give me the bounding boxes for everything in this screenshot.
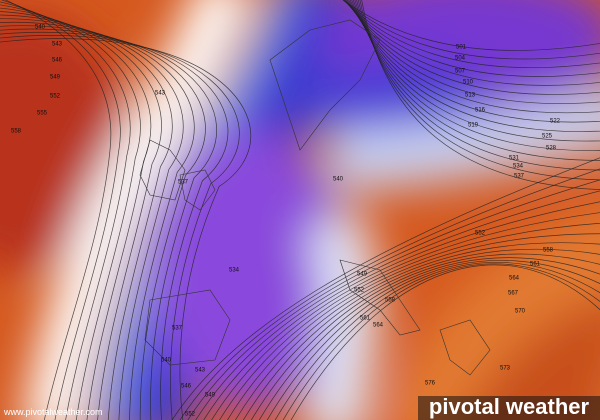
logo: pivotal weather: [429, 394, 590, 419]
contour-line: [359, 0, 600, 181]
contour-label: 567: [508, 291, 519, 297]
contour-line: [0, 35, 240, 420]
contour-label: 504: [455, 56, 466, 62]
contour-label: 501: [456, 45, 467, 51]
contour-line: [235, 242, 600, 420]
coastlines: [139, 19, 491, 376]
contour-label: 558: [385, 298, 396, 304]
contour-label: 537: [172, 326, 183, 332]
contour-line: [211, 212, 600, 420]
contour-label: 540: [35, 25, 46, 31]
contour-label: 540: [333, 177, 344, 183]
contour-label: 516: [475, 108, 486, 114]
contour-label: 558: [543, 248, 554, 254]
contour-line: [0, 38, 252, 420]
contour-label: 543: [195, 368, 206, 374]
logo-backdrop: [418, 396, 600, 420]
contour-label: 531: [509, 156, 520, 162]
contour-line: [179, 168, 600, 420]
contour-line: [258, 257, 600, 420]
contour-line: [290, 264, 600, 420]
contour-label: 546: [52, 58, 63, 64]
contour-label: 564: [509, 276, 520, 282]
contour-label: 552: [185, 412, 196, 418]
contour-label: 507: [455, 69, 466, 75]
contour-label: 525: [542, 134, 553, 140]
contour-label: 576: [425, 381, 436, 387]
contour-label: 543: [52, 42, 63, 48]
contour-label: 561: [530, 262, 541, 268]
contour-label: 528: [546, 146, 557, 152]
contour-label: 534: [229, 268, 240, 274]
contour-label: 558: [11, 129, 22, 135]
contour-label: 552: [50, 94, 61, 100]
contour-line: [242, 248, 600, 420]
contour-label: 549: [50, 75, 61, 81]
contour-label: 510: [463, 80, 474, 86]
contour-label: 540: [161, 358, 172, 364]
contour-line: [187, 179, 600, 420]
contour-line: [274, 262, 600, 420]
contour-line: [357, 0, 600, 171]
contour-label: 519: [468, 123, 479, 129]
contour-label: 564: [373, 323, 384, 329]
contour-label: 561: [360, 316, 371, 322]
contour-line: [0, 31, 229, 420]
contour-labels: 540 543 546 549 552 555 558 543 537 534 537 540 543 5…: [11, 25, 561, 418]
contour-line: [361, 0, 600, 190]
contour-label: 537: [178, 180, 189, 186]
contour-line: [219, 222, 600, 420]
contour-line: [0, 14, 173, 420]
contour-label: 522: [550, 119, 561, 125]
contour-line: [0, 1, 131, 420]
contour-line: [0, 4, 141, 420]
contour-line: [171, 157, 600, 420]
contour-label: 552: [475, 231, 486, 237]
contour-label: 555: [37, 111, 48, 117]
contour-line: [282, 263, 600, 420]
contour-label: 546: [181, 384, 192, 390]
contour-label: 513: [465, 93, 476, 99]
contour-label: 543: [155, 91, 166, 97]
footer-url: www.pivotalweather.com: [3, 407, 103, 417]
contour-label: 549: [205, 393, 216, 399]
contour-line: [250, 253, 600, 420]
contour-label: 573: [500, 366, 511, 372]
contour-label: 549: [357, 272, 368, 278]
contour-label: 537: [514, 174, 525, 180]
contour-line: [195, 190, 600, 420]
contour-label: 534: [513, 164, 524, 170]
contour-label: 570: [515, 309, 526, 315]
contour-line: [356, 0, 600, 161]
contour-label: 552: [354, 288, 365, 294]
contour-line: [266, 260, 600, 420]
contour-line: [227, 233, 600, 420]
contour-line: [4, 0, 112, 420]
